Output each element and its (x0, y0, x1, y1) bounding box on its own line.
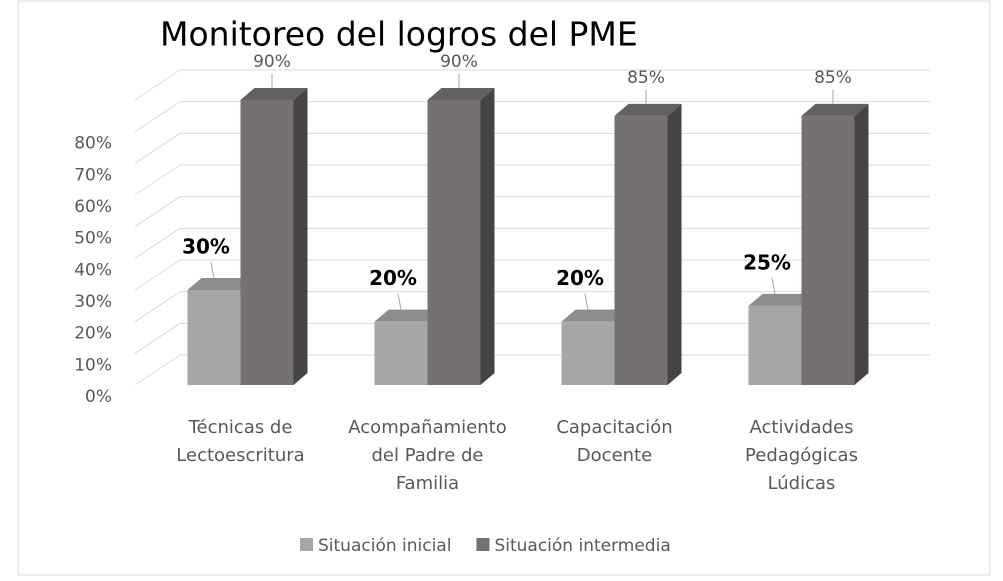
x-tick-label: Técnicas de Lectoescritura (176, 417, 305, 466)
leader-line (210, 261, 215, 279)
grid-line-side (134, 132, 181, 164)
grid-line-side (134, 101, 181, 133)
grid-line-side (134, 322, 181, 354)
y-tick-label: 20% (74, 324, 112, 344)
grid-line-side (134, 196, 181, 228)
chart-title: Monitoreo del logros del PME (160, 15, 638, 54)
bar (240, 100, 294, 385)
y-tick-label: 70% (74, 165, 112, 185)
bar (561, 321, 615, 385)
bar-top (427, 88, 495, 100)
bar-side (480, 88, 495, 385)
data-label: 85% (814, 68, 852, 88)
bar-side (293, 88, 308, 385)
bar-top (561, 309, 629, 322)
data-label: 90% (253, 52, 291, 72)
y-tick-label: 60% (74, 197, 112, 217)
x-tick-label: Actividades Pedagógicas Lúdicas (745, 417, 858, 494)
data-label: 25% (743, 250, 791, 274)
data-label: 30% (182, 235, 230, 259)
leader-line (584, 293, 589, 310)
bar-top (187, 278, 255, 290)
y-tick-label: 80% (74, 134, 112, 154)
bar-top (614, 103, 682, 116)
bar (748, 305, 802, 385)
bar (614, 115, 668, 385)
y-tick-label: 40% (74, 260, 112, 280)
wall-edge (134, 69, 181, 101)
data-label: 20% (556, 266, 604, 290)
leader-line (771, 277, 776, 294)
legend-label: Situación inicial (318, 536, 451, 556)
grid-line-side (134, 259, 181, 291)
y-tick-label: 10% (74, 355, 112, 375)
bar-side (854, 103, 869, 385)
bar-top (240, 88, 308, 100)
data-label: 90% (440, 52, 478, 72)
bar-side (667, 103, 682, 385)
y-tick-label: 30% (74, 292, 112, 312)
x-tick-label: Acompañamiento del Padre de Familia (348, 417, 507, 494)
bar-top (748, 293, 816, 306)
bar-top (801, 103, 869, 116)
bar (374, 321, 428, 385)
grid-line-side (134, 227, 181, 259)
legend-label: Situación intermedia (494, 536, 670, 556)
bar (187, 290, 241, 385)
data-label: 85% (627, 68, 665, 88)
bar (427, 100, 481, 385)
x-tick-label: Capacitación Docente (556, 417, 673, 466)
grid-line-side (134, 291, 181, 323)
legend-swatch (300, 538, 313, 551)
data-label: 20% (369, 266, 417, 290)
bar (801, 115, 855, 385)
bar-top (374, 309, 442, 322)
y-tick-label: 0% (85, 387, 112, 407)
legend-swatch (476, 538, 490, 551)
grid-line-side (134, 164, 181, 196)
grid-line-side (134, 354, 181, 386)
leader-line (397, 293, 402, 310)
y-tick-label: 50% (74, 229, 112, 249)
